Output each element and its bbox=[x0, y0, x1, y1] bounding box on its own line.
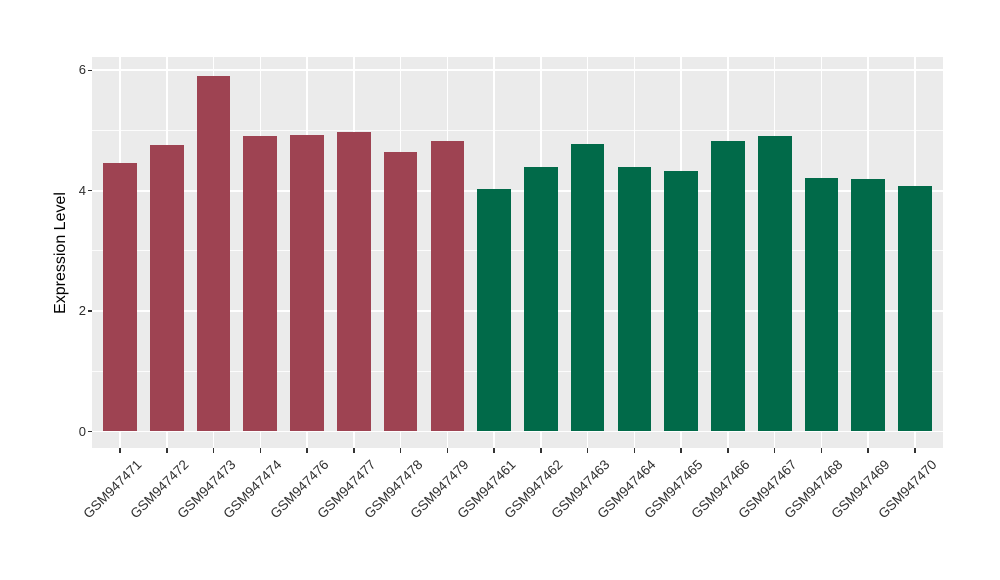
expression-bar-GSM947463 bbox=[570, 144, 605, 432]
gridline-major-horizontal bbox=[92, 69, 943, 72]
y-tick-mark bbox=[88, 189, 92, 192]
x-tick-mark bbox=[306, 448, 308, 453]
expression-bar-GSM947474 bbox=[243, 135, 278, 432]
expression-bar-GSM947471 bbox=[103, 163, 137, 432]
x-tick-label: GSM947462 bbox=[501, 457, 566, 522]
x-tick-mark bbox=[212, 448, 215, 453]
plot-panel bbox=[92, 57, 943, 448]
expression-bar-GSM947476 bbox=[290, 135, 324, 432]
x-tick-label: GSM947477 bbox=[314, 457, 379, 522]
y-tick-mark bbox=[88, 310, 92, 312]
expression-bar-GSM947465 bbox=[664, 171, 698, 432]
expression-bar-GSM947468 bbox=[804, 178, 839, 432]
x-tick-mark bbox=[540, 448, 542, 453]
y-tick-label: 6 bbox=[78, 62, 86, 78]
x-tick-mark bbox=[914, 448, 916, 453]
y-tick-mark bbox=[88, 430, 92, 433]
x-tick-label: GSM947471 bbox=[80, 457, 145, 522]
y-tick-label: 0 bbox=[78, 423, 86, 439]
expression-bar-GSM947467 bbox=[757, 135, 792, 432]
expression-bar-GSM947469 bbox=[851, 178, 886, 432]
x-tick-mark bbox=[446, 448, 449, 453]
expression-bar-GSM947466 bbox=[711, 141, 745, 432]
x-tick-label: GSM947470 bbox=[875, 457, 940, 522]
x-tick-mark bbox=[353, 448, 355, 453]
expression-bar-GSM947472 bbox=[149, 144, 184, 432]
x-tick-mark bbox=[119, 448, 121, 453]
y-tick-label: 2 bbox=[78, 303, 86, 319]
expression-bar-GSM947479 bbox=[430, 141, 465, 432]
expression-bar-GSM947478 bbox=[383, 152, 418, 432]
x-tick-mark bbox=[867, 448, 869, 453]
y-tick-label: 4 bbox=[78, 182, 86, 198]
x-tick-mark bbox=[727, 448, 729, 453]
x-tick-label: GSM947466 bbox=[688, 457, 753, 522]
x-tick-mark bbox=[586, 448, 589, 453]
gridline-minor-horizontal bbox=[92, 130, 943, 131]
y-tick-mark bbox=[88, 69, 92, 72]
expression-bar-GSM947473 bbox=[196, 75, 231, 432]
x-tick-mark bbox=[680, 448, 682, 453]
x-tick-mark bbox=[633, 448, 636, 453]
y-axis-title: Expression Level bbox=[52, 192, 69, 314]
x-tick-mark bbox=[820, 448, 823, 453]
expression-bar-GSM947477 bbox=[336, 131, 371, 432]
x-tick-mark bbox=[259, 448, 262, 453]
expression-bar-GSM947470 bbox=[898, 186, 932, 432]
expression-bar-GSM947464 bbox=[617, 166, 652, 432]
x-tick-mark bbox=[166, 448, 168, 453]
gridline-major-horizontal bbox=[92, 310, 943, 312]
expression-bar-GSM947461 bbox=[477, 189, 511, 432]
gridline-major-horizontal bbox=[92, 430, 943, 433]
x-tick-mark bbox=[493, 448, 495, 453]
gridline-major-horizontal bbox=[92, 189, 943, 192]
x-tick-mark bbox=[773, 448, 776, 453]
expression-bar-GSM947462 bbox=[524, 166, 558, 432]
x-tick-label: GSM947472 bbox=[127, 457, 192, 522]
gridline-minor-horizontal bbox=[92, 250, 943, 252]
gridline-minor-horizontal bbox=[92, 370, 943, 372]
x-tick-mark bbox=[399, 448, 402, 453]
